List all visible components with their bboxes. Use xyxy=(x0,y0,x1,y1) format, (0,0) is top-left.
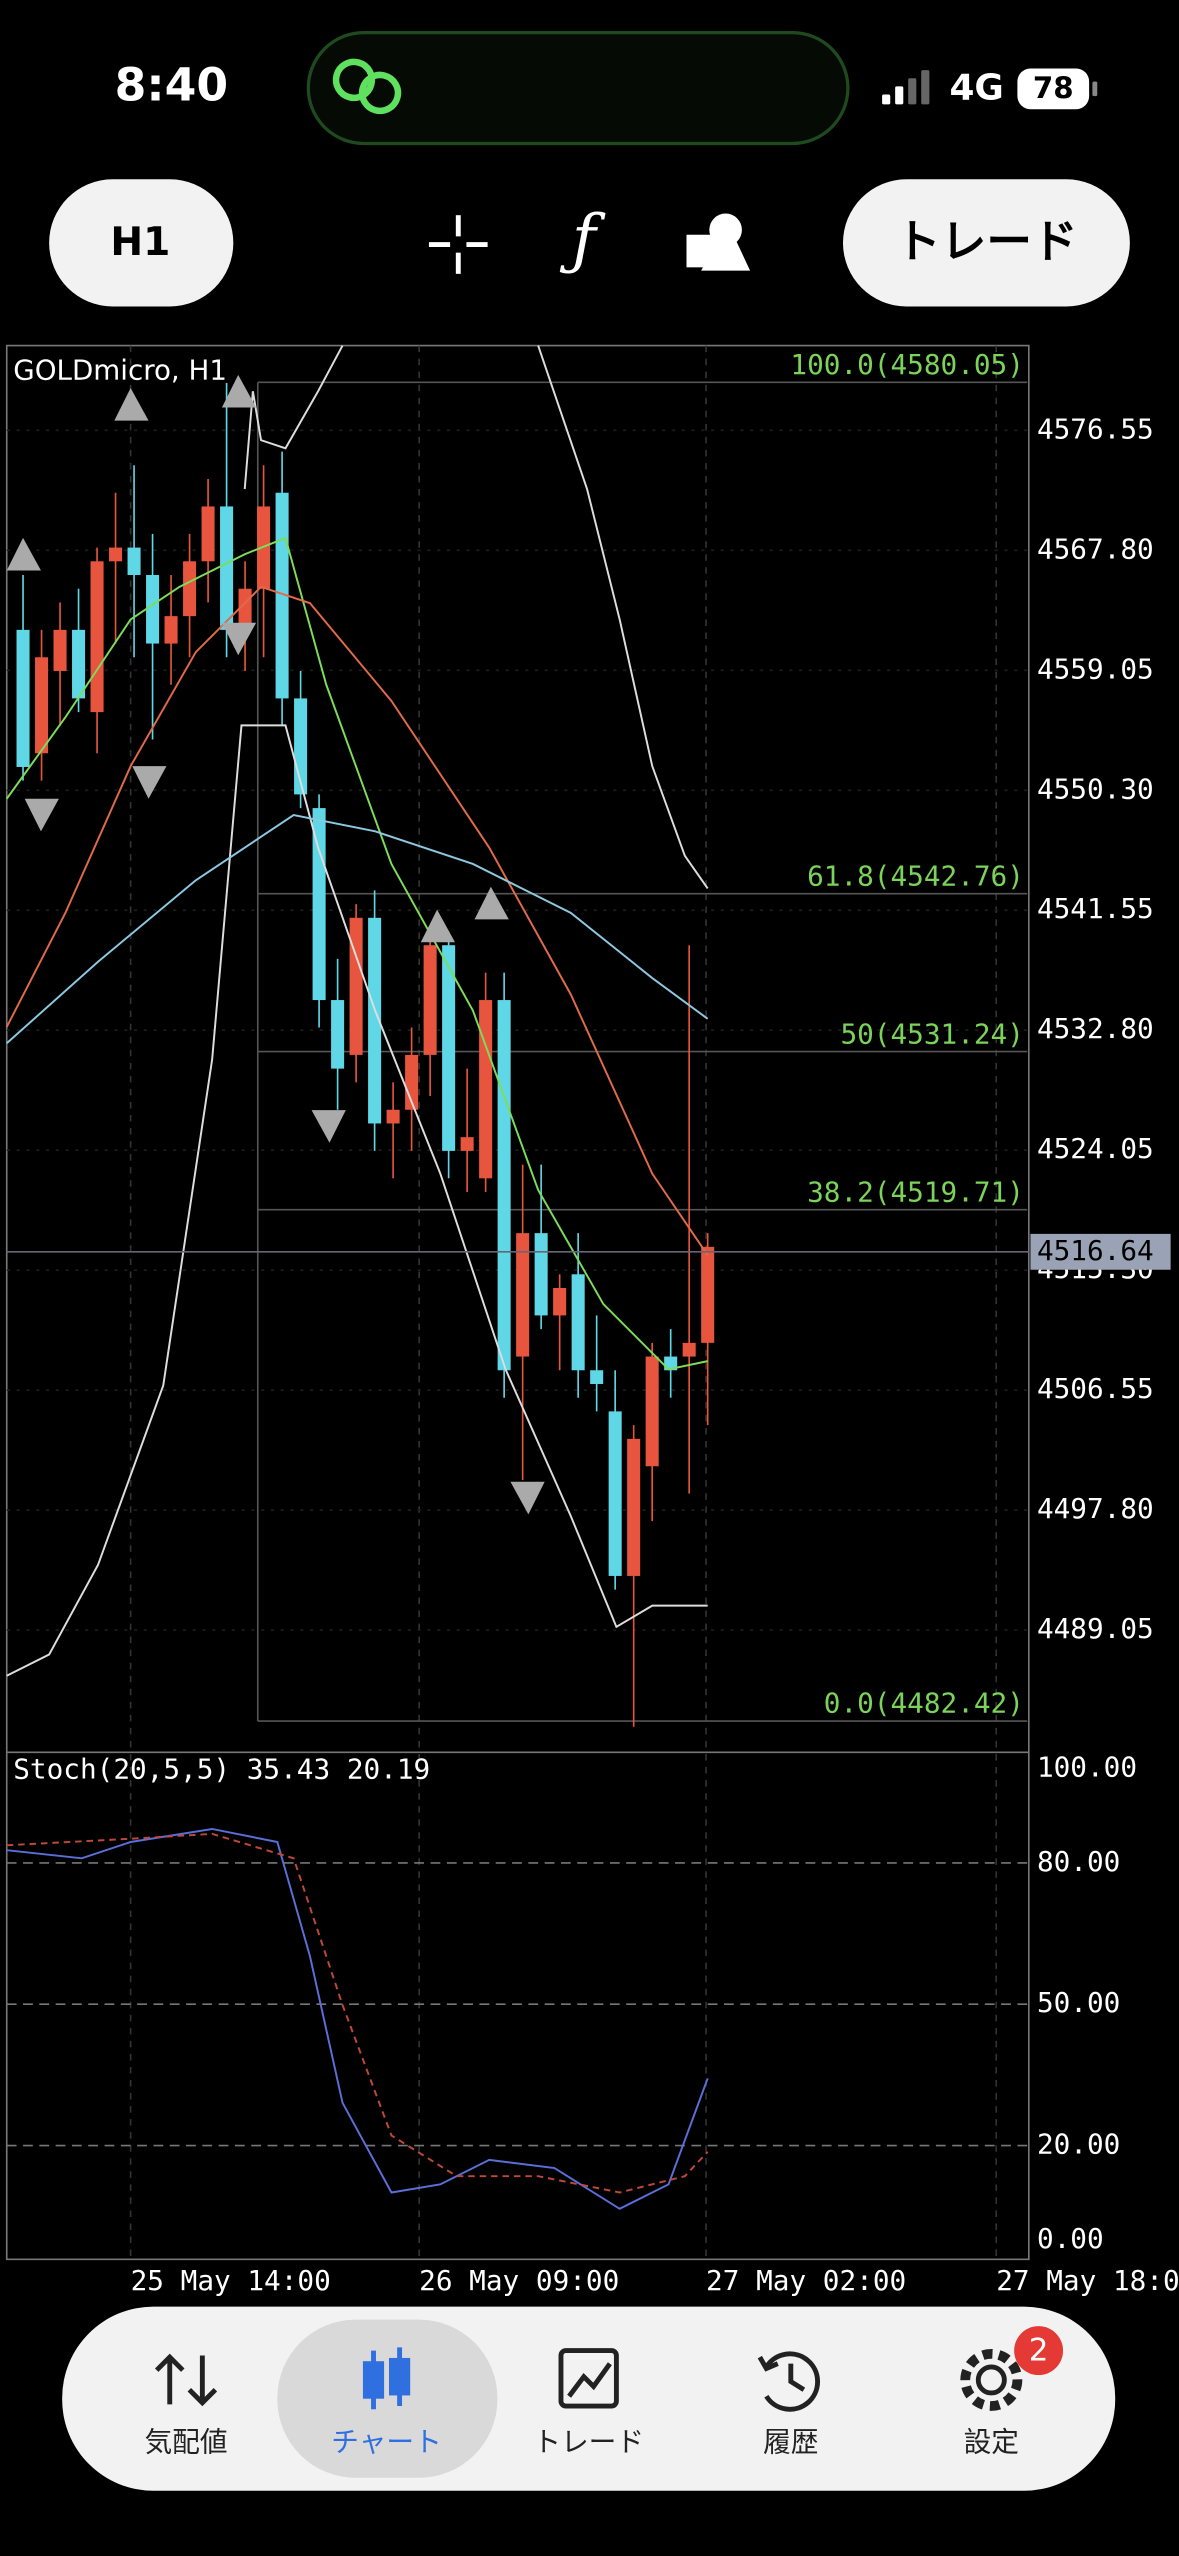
fib-label: 0.0(4482.42) xyxy=(824,1687,1024,1720)
candle-body xyxy=(534,1233,548,1316)
fib-label: 38.2(4519.71) xyxy=(807,1175,1024,1208)
candle-body xyxy=(275,492,289,699)
crosshair-button[interactable] xyxy=(428,215,488,274)
candle-body xyxy=(682,1342,696,1357)
candle-body xyxy=(460,1137,474,1151)
candle-body xyxy=(16,629,30,767)
timeframe-label[interactable]: H1 xyxy=(110,220,170,265)
signal xyxy=(882,70,930,105)
candle-body xyxy=(442,945,456,1151)
fib-label: 100.0(4580.05) xyxy=(790,348,1024,381)
nav-label[interactable]: トレード xyxy=(533,2426,644,2459)
candle-body xyxy=(590,1370,604,1384)
candle-body xyxy=(479,1000,493,1179)
fractal-markers xyxy=(6,374,545,1515)
app-icon xyxy=(332,58,402,115)
time-label: 27 May 18:00 xyxy=(996,2264,1179,2297)
nav-label[interactable]: 気配値 xyxy=(144,2426,227,2459)
candle-body xyxy=(516,1233,530,1357)
objects-button[interactable] xyxy=(686,213,751,271)
candle-body xyxy=(571,1274,585,1371)
current-price-label: 4516.64 xyxy=(1037,1234,1154,1267)
candle-body xyxy=(201,506,215,562)
price-tick-label: 4524.05 xyxy=(1037,1132,1154,1165)
network: 4G xyxy=(949,68,1003,109)
nav-selected xyxy=(277,2319,498,2478)
nav-label[interactable]: チャート xyxy=(331,2426,442,2459)
badge-count: 2 xyxy=(1029,2333,1049,2369)
candle-body xyxy=(72,629,86,699)
nav-bar xyxy=(62,2306,1116,2491)
indicators xyxy=(5,345,709,1677)
candle-body xyxy=(645,1356,659,1467)
candle-body xyxy=(627,1438,641,1576)
candle-body xyxy=(312,808,326,1001)
time-label: 26 May 09:00 xyxy=(419,2264,619,2297)
candle-body xyxy=(423,945,437,1055)
candle-body xyxy=(164,616,178,644)
price-tick-label: 4532.80 xyxy=(1037,1012,1154,1045)
candle-body xyxy=(331,1000,345,1069)
trade-button-label[interactable]: トレード xyxy=(895,215,1077,268)
fib-label: 61.8(4542.76) xyxy=(807,859,1024,892)
candle-body xyxy=(220,506,234,630)
chart-frame xyxy=(5,344,1030,2261)
candle-body xyxy=(349,917,363,1055)
fib-label: 50(4531.24) xyxy=(840,1017,1023,1050)
price-tick-label: 4489.05 xyxy=(1037,1612,1154,1645)
candle-body xyxy=(90,561,104,713)
price-tick-label: 4550.30 xyxy=(1037,772,1154,805)
dynamic-island xyxy=(306,30,850,146)
stoch-tick-label: 0.00 xyxy=(1037,2222,1104,2255)
price-tick-label: 4506.55 xyxy=(1037,1372,1154,1405)
candle-body xyxy=(608,1411,622,1576)
candle-body xyxy=(183,561,197,617)
nav-icons xyxy=(154,2347,1023,2412)
time-label: 25 May 14:00 xyxy=(131,2264,331,2297)
symbol-label: GOLDmicro, H1 xyxy=(13,354,227,387)
stochastic-lines xyxy=(6,1827,709,2210)
time-label: 27 May 02:00 xyxy=(706,2264,906,2297)
candle-body xyxy=(368,917,382,1124)
candle-body xyxy=(497,1000,511,1371)
nav-label[interactable]: 設定 xyxy=(964,2426,1019,2459)
candle-body xyxy=(701,1246,715,1343)
clock: 8:40 xyxy=(115,59,228,112)
battery-level: 78 xyxy=(1033,71,1074,105)
price-tick-label: 4559.05 xyxy=(1037,652,1154,685)
candle-body xyxy=(146,575,160,644)
stoch-tick-label: 20.00 xyxy=(1037,2128,1120,2161)
stoch-tick-label: 80.00 xyxy=(1037,1845,1120,1878)
candle-body xyxy=(127,547,141,576)
timeframe-button[interactable] xyxy=(49,179,234,307)
price-tick-label: 4497.80 xyxy=(1037,1492,1154,1525)
stoch-tick-label: 100.00 xyxy=(1037,1751,1137,1784)
price-tick-label: 4567.80 xyxy=(1037,532,1154,565)
candle-body xyxy=(386,1109,400,1124)
stochastic-label: Stoch(20,5,5) 35.43 20.19 xyxy=(13,1752,430,1785)
price-tick-label: 4576.55 xyxy=(1037,412,1154,445)
current-price-box xyxy=(1030,1233,1171,1270)
stoch-tick-label: 50.00 xyxy=(1037,1986,1120,2019)
candle-body xyxy=(109,547,123,562)
candle-body xyxy=(553,1288,567,1316)
price-tick-label: 4541.55 xyxy=(1037,892,1154,925)
candle-body xyxy=(35,657,49,754)
nav-label[interactable]: 履歴 xyxy=(763,2426,818,2459)
battery xyxy=(1017,68,1090,110)
candle-body xyxy=(53,629,67,671)
battery-tip xyxy=(1092,81,1098,97)
trade-button[interactable] xyxy=(842,179,1130,307)
badge xyxy=(1014,2326,1064,2376)
